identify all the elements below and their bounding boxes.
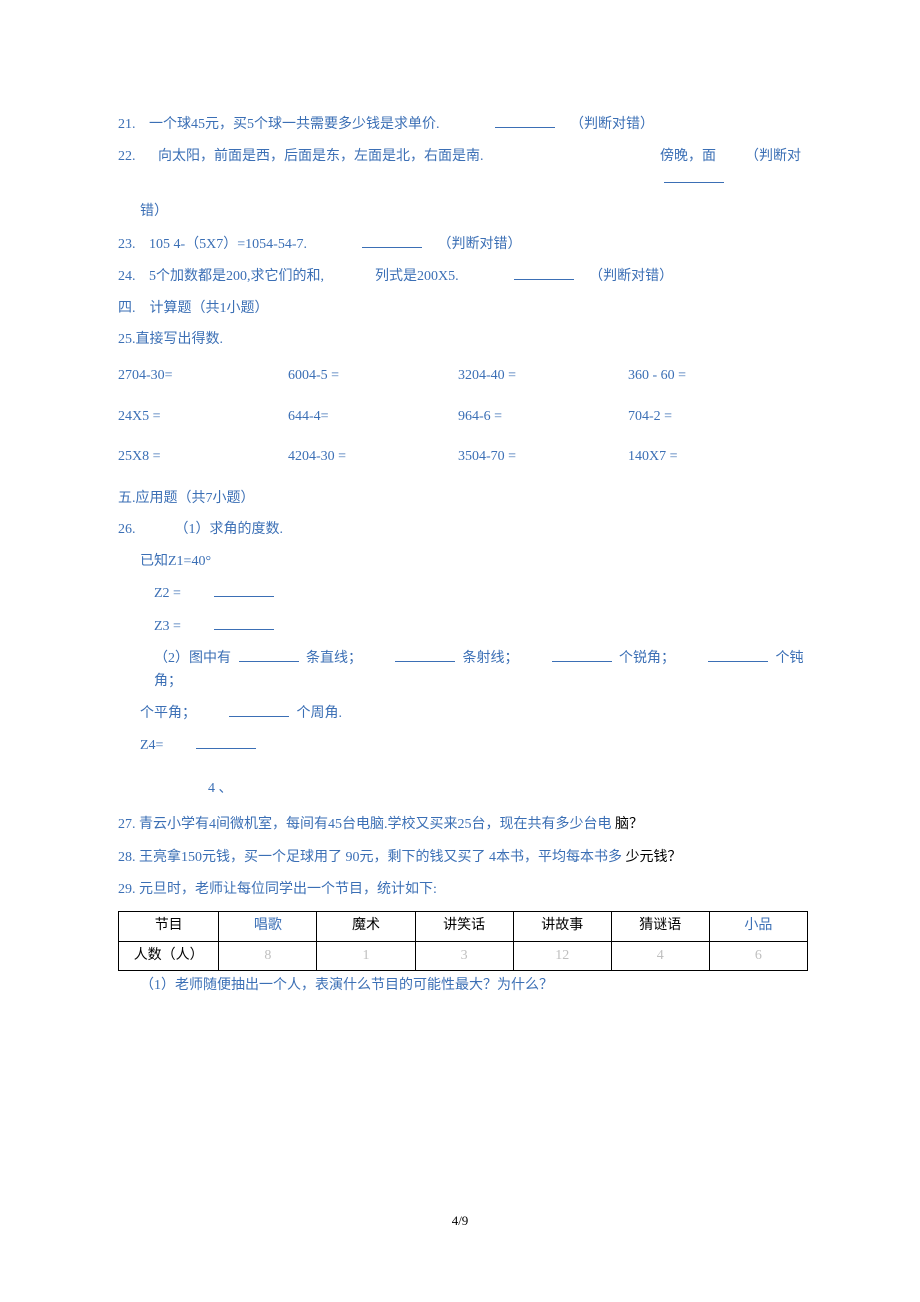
q28-text-a: 王亮拿150元钱，买一个足球用了 90元，剩下的钱又买了 4本书，平均每本书多 bbox=[139, 850, 622, 865]
q24-tag: （判断对错） bbox=[589, 269, 673, 284]
cell: 8 bbox=[219, 941, 317, 970]
q28-num: 28. bbox=[118, 850, 136, 865]
calc-cell: 3204-40 = bbox=[458, 365, 628, 387]
q26-lbl-ray: 条射线； bbox=[463, 651, 519, 666]
q22-tail: 错） bbox=[118, 201, 810, 223]
calc-cell: 704-2 = bbox=[628, 406, 798, 428]
calc-cell: 3504-70 = bbox=[458, 446, 628, 468]
q26-z4: Z4= bbox=[118, 735, 810, 757]
q23-text: 105 4-（5X7）=1054-54-7. bbox=[149, 237, 307, 252]
col-header: 魔术 bbox=[317, 912, 415, 941]
col-header: 小品 bbox=[709, 912, 807, 941]
q21-text: 一个球45元，买5个球一共需要多少钱是求单价. bbox=[149, 117, 440, 132]
q24-text-a: 5个加数都是200,求它们的和, bbox=[149, 269, 324, 284]
question-29: 29. 元旦时，老师让每位同学出一个节目，统计如下: bbox=[118, 879, 810, 901]
q21-num: 21. bbox=[118, 117, 146, 132]
q22-blank[interactable] bbox=[664, 169, 724, 183]
q22-tag-part: （判断对 bbox=[745, 149, 801, 164]
q29-lead: 元旦时，老师让每位同学出一个节目，统计如下: bbox=[139, 882, 437, 897]
col-header: 唱歌 bbox=[219, 912, 317, 941]
col-header: 讲笑话 bbox=[415, 912, 513, 941]
q26-z4-label: Z4= bbox=[140, 738, 163, 753]
page-footer: 4/9 bbox=[0, 1211, 920, 1232]
q26-lbl-full: 个周角. bbox=[297, 706, 343, 721]
q29-num: 29. bbox=[118, 882, 136, 897]
q21-tag: （判断对错） bbox=[570, 117, 654, 132]
q26-z2: Z2 = bbox=[118, 583, 810, 605]
q29-table: 节目 唱歌 魔术 讲笑话 讲故事 猜谜语 小品 人数（人） 8 1 3 12 4… bbox=[118, 911, 808, 971]
q26-blank-acute[interactable] bbox=[552, 649, 612, 663]
calc-cell: 24X5 = bbox=[118, 406, 288, 428]
q26-blank-ray[interactable] bbox=[395, 649, 455, 663]
q23-tag: （判断对错） bbox=[438, 237, 522, 252]
section-4-heading: 四. 计算题（共1小题） bbox=[118, 298, 810, 320]
q26-z3-blank[interactable] bbox=[214, 616, 274, 630]
q26-p2: （2）图中有 条直线； 条射线； 个锐角； 个钝角； bbox=[118, 648, 810, 693]
cell: 3 bbox=[415, 941, 513, 970]
calc-cell: 140X7 = bbox=[628, 446, 798, 468]
col-header: 猜谜语 bbox=[611, 912, 709, 941]
question-28: 28. 王亮拿150元钱，买一个足球用了 90元，剩下的钱又买了 4本书，平均每… bbox=[118, 847, 810, 869]
q23-num: 23. bbox=[118, 237, 146, 252]
col-header: 讲故事 bbox=[513, 912, 611, 941]
calc-cell: 25X8 = bbox=[118, 446, 288, 468]
q22-right-text: 傍晚，面 bbox=[660, 149, 716, 164]
q26-z3: Z3 = bbox=[118, 616, 810, 638]
q26-num: 26. bbox=[118, 522, 146, 537]
q28-text-b: 少元钱？ bbox=[626, 850, 682, 865]
q26-p1: （1）求角的度数. bbox=[175, 522, 284, 537]
q24-text-b: 列式是200X5. bbox=[375, 269, 459, 284]
q23-blank[interactable] bbox=[362, 234, 422, 248]
q26-given: 已知Z1=40° bbox=[118, 551, 810, 573]
row-label: 人数（人） bbox=[119, 941, 219, 970]
question-26: 26. （1）求角的度数. bbox=[118, 519, 810, 541]
question-21: 21. 一个球45元，买5个球一共需要多少钱是求单价. （判断对错） bbox=[118, 114, 810, 136]
q29-sub1: （1）老师随便抽出一个人，表演什么节目的可能性最大？为什么？ bbox=[118, 975, 810, 997]
section-5-heading: 五.应用题（共7小题） bbox=[118, 488, 810, 510]
q21-blank[interactable] bbox=[495, 114, 555, 128]
question-24: 24. 5个加数都是200,求它们的和, 列式是200X5. （判断对错） bbox=[118, 266, 810, 288]
q22-num: 22. bbox=[118, 146, 158, 168]
q26-z2-blank[interactable] bbox=[214, 584, 274, 598]
q26-p2-a: （2）图中有 bbox=[154, 651, 231, 666]
question-22: 22. 向太阳，前面是西，后面是东，左面是北，右面是南. 傍晚，面 （判断对 bbox=[118, 146, 810, 191]
cell: 4 bbox=[611, 941, 709, 970]
q22-body: 向太阳，前面是西，后面是东，左面是北，右面是南. bbox=[158, 146, 660, 168]
q22-line1: 向太阳，前面是西，后面是东，左面是北，右面是南. bbox=[158, 149, 484, 164]
q26-blank-full[interactable] bbox=[229, 703, 289, 717]
q26-lbl-line: 条直线； bbox=[306, 651, 362, 666]
q26-lbl-acute: 个锐角； bbox=[619, 651, 675, 666]
cell: 12 bbox=[513, 941, 611, 970]
q27-text-a: 青云小学有4间微机室，每间有45台电脑.学校又买来25台，现在共有多少台电 bbox=[139, 817, 612, 832]
question-23: 23. 105 4-（5X7）=1054-54-7. （判断对错） bbox=[118, 234, 810, 256]
question-27: 27. 青云小学有4间微机室，每间有45台电脑.学校又买来25台，现在共有多少台… bbox=[118, 814, 810, 836]
calc-cell: 4204-30 = bbox=[288, 446, 458, 468]
cell: 1 bbox=[317, 941, 415, 970]
q26-z2-label: Z2 = bbox=[154, 586, 181, 601]
calc-cell: 2704-30= bbox=[118, 365, 288, 387]
q26-z4-blank[interactable] bbox=[196, 736, 256, 750]
cell: 6 bbox=[709, 941, 807, 970]
calc-cell: 964-6 = bbox=[458, 406, 628, 428]
q26-lbl-flat: 个平角； bbox=[140, 706, 196, 721]
q26-z3-label: Z3 = bbox=[154, 619, 181, 634]
q22-right: 傍晚，面 （判断对 bbox=[660, 146, 810, 191]
q25-grid: 2704-30= 6004-5 = 3204-40 = 360 - 60 = 2… bbox=[118, 365, 810, 468]
q24-num: 24. bbox=[118, 269, 146, 284]
q26-blank-obtuse[interactable] bbox=[708, 649, 768, 663]
q27-text-b: 脑？ bbox=[615, 817, 643, 832]
q26-marker: 4 、 bbox=[118, 778, 810, 800]
calc-cell: 6004-5 = bbox=[288, 365, 458, 387]
q26-p2b: 个平角； 个周角. bbox=[118, 703, 810, 725]
calc-cell: 360 - 60 = bbox=[628, 365, 798, 387]
table-row: 节目 唱歌 魔术 讲笑话 讲故事 猜谜语 小品 bbox=[119, 912, 808, 941]
q26-blank-line[interactable] bbox=[239, 649, 299, 663]
q24-blank[interactable] bbox=[514, 266, 574, 280]
table-row: 人数（人） 8 1 3 12 4 6 bbox=[119, 941, 808, 970]
q27-num: 27. bbox=[118, 817, 136, 832]
document-page: 21. 一个球45元，买5个球一共需要多少钱是求单价. （判断对错） 22. 向… bbox=[0, 0, 920, 1302]
calc-cell: 644-4= bbox=[288, 406, 458, 428]
col-header: 节目 bbox=[119, 912, 219, 941]
q25-title: 25.直接写出得数. bbox=[118, 329, 810, 351]
